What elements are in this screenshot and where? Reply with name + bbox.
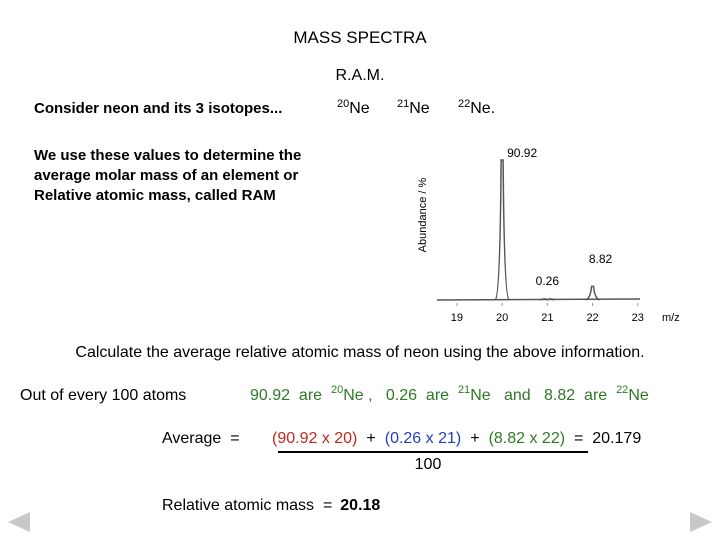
title: MASS SPECTRA [293, 28, 427, 47]
description-line: We use these values to determine the [34, 147, 301, 164]
x-tick-label: 20 [496, 312, 508, 324]
equation-term: + [366, 430, 375, 447]
answer-value: 20.18 [340, 497, 380, 514]
equation-numerator: (90.92 x 20) + (0.26 x 21) + (8.82 x 22) = 20… [272, 430, 641, 447]
equation-term: (8.82 x 22) [489, 430, 565, 447]
subtitle: R.A.M. [336, 67, 385, 84]
statement-lead: Out of every 100 atoms [20, 387, 186, 404]
peak [540, 298, 555, 301]
equation-term: + [470, 430, 479, 447]
isotope-symbol: Ne [409, 100, 430, 117]
isotope-mass: 21 [458, 384, 470, 396]
statement-text: Ne [628, 387, 649, 404]
isotope-mass: 21 [397, 98, 409, 110]
equation-term: = 20.179 [574, 430, 641, 447]
isotope: 21Ne [397, 98, 430, 117]
statement-text: 90.92 are [250, 387, 331, 404]
x-axis-label: m/z [662, 312, 680, 324]
isotope-symbol: Ne. [470, 100, 495, 117]
isotope-list: 20Ne 21Ne 22Ne. [337, 98, 495, 117]
isotope-symbol: Ne [349, 100, 370, 117]
x-tick-label: 21 [541, 312, 553, 324]
peak [585, 285, 600, 301]
peak [494, 159, 510, 301]
statement-text: Ne and 8.82 are [470, 387, 616, 404]
peak-label: 8.82 [589, 252, 613, 266]
question: Calculate the average relative atomic ma… [75, 344, 644, 361]
description-line: average molar mass of an element or [34, 167, 298, 184]
isotope-mass: 20 [331, 384, 343, 396]
isotope-mass: 22 [458, 98, 470, 110]
x-tick-label: 22 [586, 312, 598, 324]
description: We use these values to determine the aver… [34, 147, 301, 204]
spectrum-chart: Abundance / % m/z 19 20 21 22 23 90.92 0.26 8.82 [417, 146, 680, 324]
description-line: Relative atomic mass, called RAM [34, 187, 276, 204]
equation-denominator: 100 [415, 456, 442, 473]
x-tick-label: 19 [451, 312, 463, 324]
statement-text: Ne , 0.26 are [343, 387, 458, 404]
y-axis-label: Abundance / % [417, 177, 429, 252]
answer: Relative atomic mass = 20.18 [162, 497, 380, 514]
isotope-mass: 22 [616, 384, 628, 396]
intro: Consider neon and its 3 isotopes... [34, 100, 282, 117]
isotope-mass: 20 [337, 98, 349, 110]
isotope: 22Ne. [458, 98, 495, 117]
statement: 90.92 are 20Ne , 0.26 are 21Ne and 8.82 … [250, 384, 649, 404]
equation-term: (0.26 x 21) [385, 430, 461, 447]
peak-label: 0.26 [536, 274, 560, 288]
answer-label: Relative atomic mass = [162, 497, 332, 514]
isotope: 20Ne [337, 98, 370, 117]
prev-arrow[interactable] [8, 512, 30, 532]
baseline [436, 298, 641, 301]
equation-label: Average = [162, 430, 240, 447]
equation-term: (90.92 x 20) [272, 430, 357, 447]
x-tick-label: 23 [632, 312, 644, 324]
peak-label: 90.92 [507, 146, 537, 160]
next-arrow[interactable] [690, 512, 712, 532]
